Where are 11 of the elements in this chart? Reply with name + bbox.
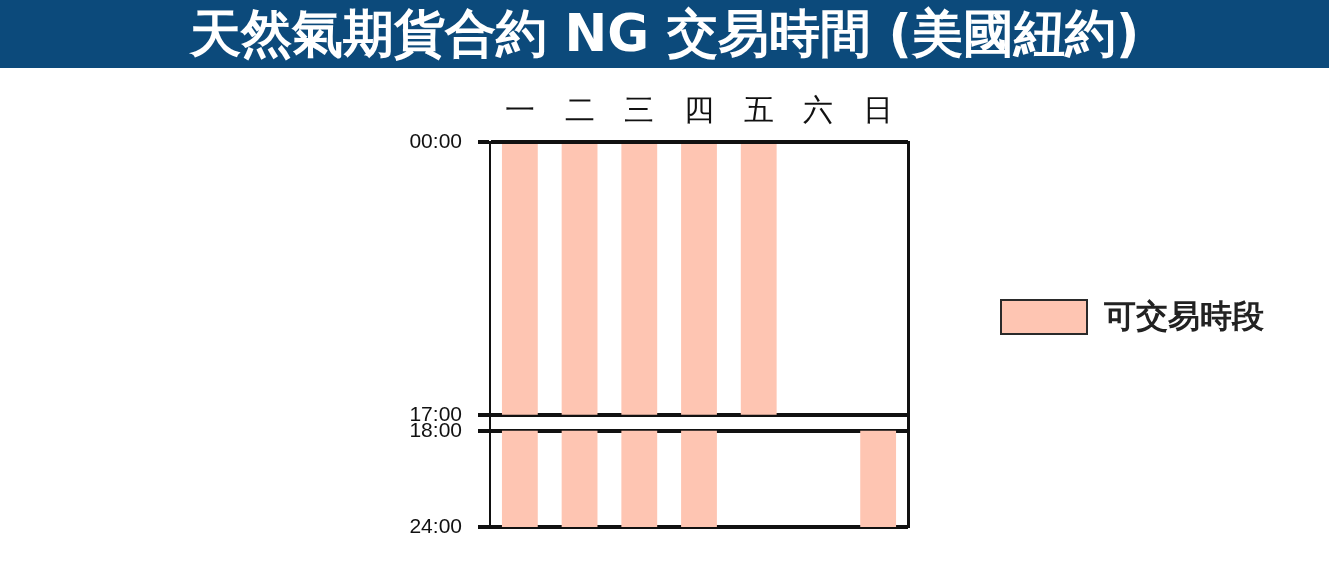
x-tick-label: 日: [863, 93, 894, 127]
x-tick-label: 三: [624, 93, 655, 127]
x-tick-label: 四: [684, 93, 714, 127]
y-tick-label: 24:00: [409, 513, 462, 537]
chart-title: 天然氣期貨合約 NG 交易時間 (美國紐約): [0, 0, 1329, 68]
x-tick-label: 六: [803, 93, 834, 127]
y-tick-label: 00:00: [409, 128, 462, 152]
x-tick-label: 五: [743, 93, 774, 127]
legend-label: 可交易時段: [1104, 295, 1264, 337]
x-tick-label: 一: [504, 93, 535, 127]
x-tick-label: 二: [564, 93, 595, 127]
